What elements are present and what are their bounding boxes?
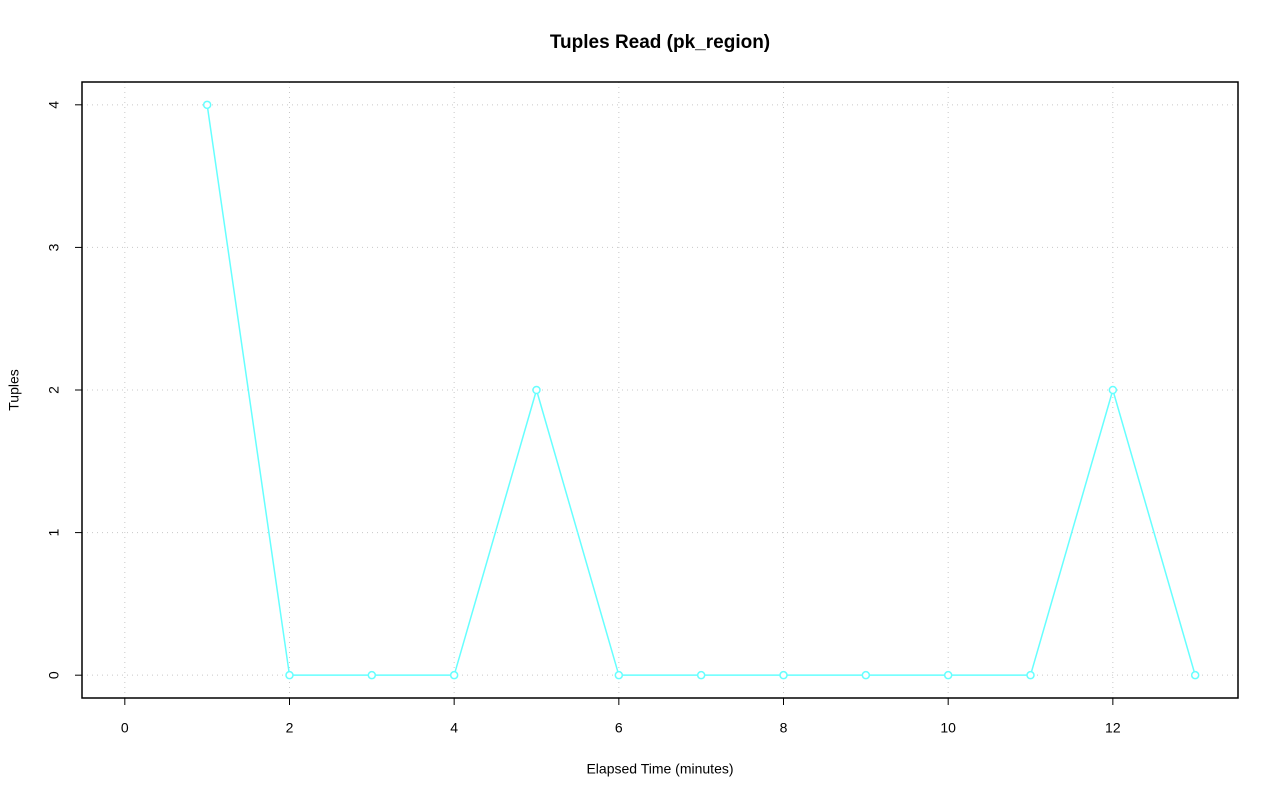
x-tick-label: 6: [615, 720, 623, 736]
data-point: [1190, 670, 1200, 680]
chart-title: Tuples Read (pk_region): [550, 32, 770, 53]
series-line: [206, 104, 1196, 676]
data-point: [943, 670, 953, 680]
y-tick-label: 4: [46, 101, 62, 109]
data-point: [449, 670, 459, 680]
x-tick-label: 4: [450, 720, 458, 736]
x-tick-label: 12: [1105, 720, 1121, 736]
data-point: [202, 100, 212, 110]
x-tick-label: 0: [121, 720, 129, 736]
data-point: [861, 670, 871, 680]
data-point: [367, 670, 377, 680]
plot-frame: [81, 81, 1239, 699]
x-axis-label: Elapsed Time (minutes): [586, 761, 733, 777]
y-tick-label: 3: [46, 243, 62, 251]
y-tick-label: 0: [46, 671, 62, 679]
y-tick-label: 2: [46, 386, 62, 394]
data-point: [1026, 670, 1035, 680]
x-tick-label: 10: [940, 720, 956, 736]
x-tick-label: 2: [286, 720, 294, 736]
x-tick-label: 8: [780, 720, 788, 736]
data-point: [285, 670, 294, 680]
y-axis-label: Tuples: [6, 369, 22, 411]
data-point: [1108, 385, 1118, 395]
y-tick-label: 1: [46, 528, 62, 536]
data-point: [779, 670, 788, 680]
data-point: [696, 670, 706, 680]
data-point: [614, 670, 624, 680]
data-point: [532, 385, 541, 395]
